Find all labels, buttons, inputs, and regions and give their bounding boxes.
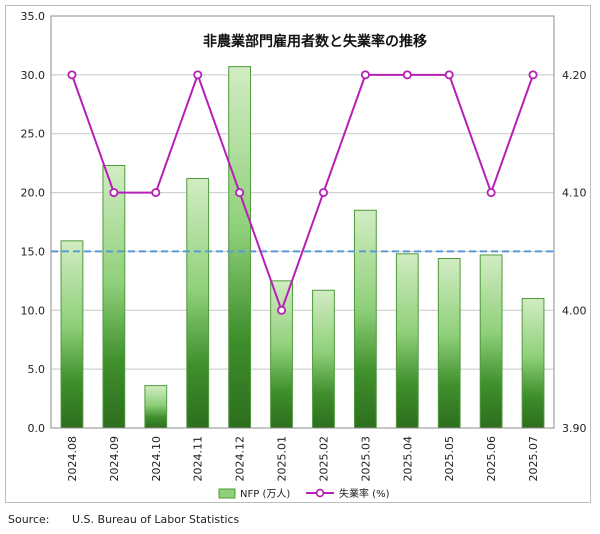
source-line: Source: U.S. Bureau of Labor Statistics bbox=[8, 513, 239, 526]
right-axis-tick-label: 3.90 bbox=[562, 422, 587, 435]
bars-layer bbox=[60, 66, 545, 429]
right-axis-tick-label: 4.10 bbox=[562, 187, 587, 200]
unemployment-point bbox=[318, 188, 328, 198]
right-axis-tick-label: 4.20 bbox=[562, 69, 587, 82]
nfp-bar bbox=[479, 254, 503, 429]
left-axis-tick-label: 20.0 bbox=[21, 187, 46, 200]
plot-area bbox=[51, 16, 554, 428]
nfp-bar bbox=[228, 66, 252, 429]
source-text: U.S. Bureau of Labor Statistics bbox=[72, 513, 240, 526]
legend-nfp-label: NFP (万人) bbox=[240, 488, 290, 500]
title-box bbox=[169, 28, 461, 54]
x-tick-label: 2025.03 bbox=[359, 436, 372, 482]
left-axis-tick-label: 5.0 bbox=[28, 363, 46, 376]
x-tick-label: 2025.02 bbox=[317, 436, 330, 482]
unemployment-line-layer bbox=[67, 70, 538, 315]
unemployment-line bbox=[71, 71, 534, 314]
unemployment-point bbox=[277, 305, 287, 315]
unemployment-point bbox=[151, 188, 161, 198]
left-axis-tick-label: 25.0 bbox=[21, 128, 46, 141]
nfp-bar bbox=[144, 385, 168, 429]
chart-svg: 0.0 5.0 10.0 15.0 20.0 25.0 30.0 35.0 3.90 4.00 4.… bbox=[21, 10, 587, 500]
nfp-bar bbox=[186, 177, 210, 429]
legend: NFP (万人) 失業率 (%) bbox=[218, 487, 390, 500]
x-tick-label: 2024.10 bbox=[150, 436, 163, 482]
left-axis-tick-label: 15.0 bbox=[21, 245, 46, 258]
source-label: Source: bbox=[8, 513, 50, 526]
title-layer: 非農業部門雇用者数と失業率の推移 bbox=[169, 28, 461, 54]
x-tick-label: 2025.04 bbox=[401, 436, 414, 482]
right-axis-tick-label: 4.00 bbox=[562, 304, 587, 317]
nfp-bar bbox=[521, 298, 545, 429]
x-tick-label: 2024.11 bbox=[192, 436, 205, 482]
unemployment-point bbox=[67, 70, 77, 80]
plot-border bbox=[50, 15, 555, 429]
nfp-bar bbox=[437, 257, 461, 429]
chart-frame: 0.0 5.0 10.0 15.0 20.0 25.0 30.0 35.0 3.90 4.00 4.… bbox=[5, 5, 591, 503]
left-axis-tick-label: 30.0 bbox=[21, 69, 46, 82]
legend-nfp-swatch bbox=[218, 488, 236, 499]
left-axis-tick-label: 0.0 bbox=[28, 422, 46, 435]
legend-unemployment-marker bbox=[315, 488, 325, 498]
nfp-bar bbox=[312, 289, 335, 429]
x-tick-label: 2025.06 bbox=[485, 436, 498, 482]
x-tick-label: 2025.01 bbox=[276, 436, 289, 482]
nfp-bar bbox=[395, 253, 419, 429]
nfp-bar bbox=[102, 164, 126, 429]
unemployment-point bbox=[109, 188, 119, 198]
left-axis-tick-label: 35.0 bbox=[21, 10, 46, 23]
legend-unemployment-label: 失業率 (%) bbox=[339, 487, 390, 500]
chart-title: 非農業部門雇用者数と失業率の推移 bbox=[203, 33, 427, 50]
x-tick-label: 2024.09 bbox=[108, 436, 121, 482]
unemployment-point bbox=[402, 70, 412, 80]
x-tick-label: 2025.07 bbox=[527, 436, 540, 482]
nfp-bar bbox=[353, 209, 377, 429]
left-axis-tick-label: 10.0 bbox=[21, 304, 46, 317]
axis-layer: 0.0 5.0 10.0 15.0 20.0 25.0 30.0 35.0 3.90 4.00 4.… bbox=[21, 10, 587, 482]
unemployment-point bbox=[444, 70, 454, 80]
x-tick-label: 2025.05 bbox=[443, 436, 456, 482]
x-tick-label: 2024.12 bbox=[234, 436, 247, 482]
unemployment-point bbox=[528, 70, 538, 80]
nfp-bar bbox=[60, 240, 84, 429]
unemployment-point bbox=[193, 70, 203, 80]
unemployment-point bbox=[360, 70, 370, 80]
x-tick-label: 2024.08 bbox=[66, 436, 79, 482]
unemployment-point bbox=[235, 188, 245, 198]
nfp-bar bbox=[270, 280, 293, 429]
unemployment-point bbox=[486, 188, 496, 198]
